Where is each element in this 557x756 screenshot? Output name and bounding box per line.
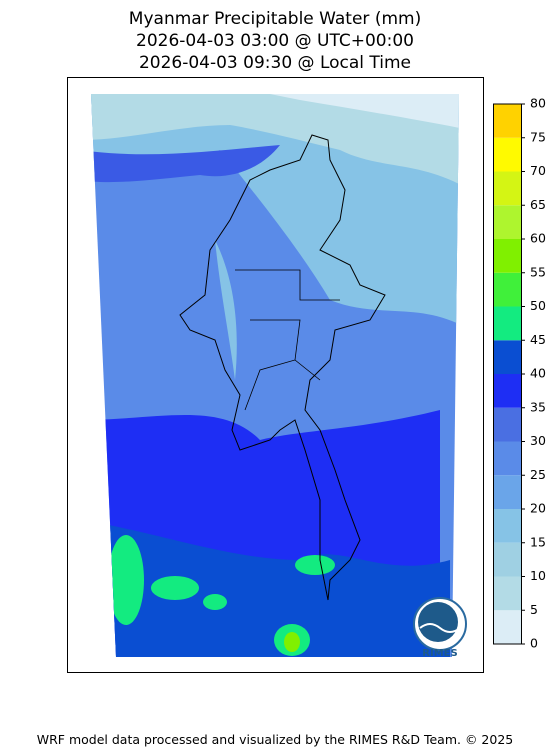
title-line: 2026-04-03 09:30 @ Local Time (139, 53, 411, 73)
tick-label: 40 (530, 366, 546, 381)
colorbar-box (493, 475, 521, 509)
colorbar-box (493, 306, 521, 341)
tick-label: 10 (530, 568, 546, 583)
tick-label: 15 (530, 534, 546, 549)
tick-label: 60 (530, 231, 546, 246)
tick-label: 50 (530, 298, 546, 313)
colorbar-box (493, 407, 521, 442)
state-borders (235, 269, 340, 411)
colorbar-box (493, 441, 521, 476)
colorbar-box (493, 137, 521, 172)
tick-label: 5 (530, 602, 538, 617)
colorbar-box (493, 374, 521, 408)
logo: RIMES (413, 597, 467, 659)
map-frame (67, 77, 484, 673)
tick-label: 65 (530, 197, 546, 212)
footer: WRF model data processed and visualized … (37, 732, 513, 747)
tick-label: 30 (530, 433, 546, 448)
colorbar-box (493, 272, 521, 307)
colorbar-box (493, 340, 521, 374)
colorbar-box (493, 104, 521, 138)
tick-label: 75 (530, 129, 546, 144)
tick-label: 0 (530, 636, 538, 651)
tick-label: 45 (530, 332, 546, 347)
country-border (179, 134, 386, 601)
colorbar-box (493, 239, 521, 273)
colorbar-box (493, 610, 521, 644)
map-field (91, 94, 459, 657)
colorbar-box (493, 542, 521, 577)
tick-label: 35 (530, 399, 546, 414)
tick-label: 70 (530, 163, 546, 178)
colorbar-box (493, 171, 521, 206)
logo-text: RIMES (422, 648, 457, 659)
colorbar-box (493, 509, 521, 543)
tick-label: 55 (530, 264, 546, 279)
colorbar-box (493, 205, 521, 239)
title-line: 2026-04-03 03:00 @ UTC+00:00 (136, 31, 414, 51)
tick-label: 20 (530, 501, 546, 516)
tick-label: 80 (530, 96, 546, 111)
title-line: Myanmar Precipitable Water (mm) (129, 9, 421, 29)
colorbar: 0 5 10 15 20 25 30 35 40 45 50 55 60 65 70 75 80 (493, 96, 546, 651)
colorbar-box (493, 576, 521, 611)
tick-label: 25 (530, 467, 546, 482)
